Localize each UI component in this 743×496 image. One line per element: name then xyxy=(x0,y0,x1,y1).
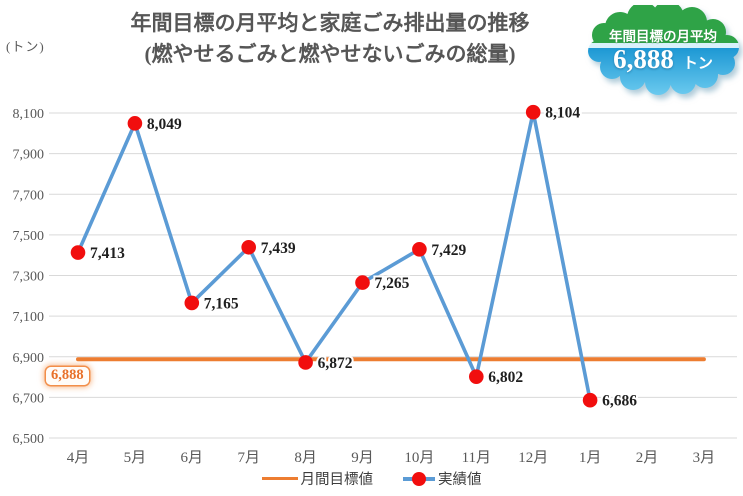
x-axis-month-label: 2月 xyxy=(636,450,659,466)
data-point-label: 7,265 xyxy=(375,275,410,292)
y-axis-tick-label: 7,300 xyxy=(13,270,45,285)
y-axis-tick-label: 7,100 xyxy=(13,310,45,325)
data-point-marker xyxy=(525,104,541,120)
data-point-marker xyxy=(70,245,86,260)
data-point-label: 8,104 xyxy=(545,105,580,122)
x-axis-month-label: 3月 xyxy=(693,450,716,466)
legend-item-actual: 実績値 xyxy=(403,468,482,489)
y-axis-tick-label: 7,900 xyxy=(13,148,45,163)
x-axis-month-label: 6月 xyxy=(181,450,204,466)
x-axis-month-label: 11月 xyxy=(462,450,491,466)
cloud-shape-icon xyxy=(588,5,739,95)
y-axis-tick-label: 7,500 xyxy=(13,229,45,244)
series-line-実績値 xyxy=(76,110,592,403)
legend-item-target: 月間目標値 xyxy=(261,468,374,489)
data-point-label: 7,165 xyxy=(204,295,239,312)
data-point-label: 8,049 xyxy=(147,116,182,133)
data-point-label: 7,439 xyxy=(261,240,296,257)
data-point-marker xyxy=(469,369,484,384)
y-axis-tick-label: 6,700 xyxy=(13,391,45,406)
x-axis-month-label: 9月 xyxy=(351,450,374,466)
data-point-marker xyxy=(241,239,256,255)
data-point-marker xyxy=(412,241,427,257)
badge-value-row: 6,888 トン xyxy=(586,44,740,75)
data-point-marker xyxy=(582,392,598,408)
chart-title-line1: 年間目標の月平均と家庭ごみ排出量の推移 xyxy=(130,11,530,35)
y-axis-tick-label: 7,700 xyxy=(13,188,45,203)
x-axis-month-label: 7月 xyxy=(237,450,260,466)
orange-line-swatch-icon xyxy=(261,476,298,481)
data-point-marker xyxy=(298,355,313,370)
data-point-label: 6,802 xyxy=(488,369,523,386)
annual-target-badge: 年間目標の月平均 6,888 トン xyxy=(586,5,740,95)
data-point-label: 7,429 xyxy=(431,242,466,259)
data-point-label: 7,413 xyxy=(90,245,125,262)
legend-target-label: 月間目標値 xyxy=(300,472,374,488)
x-axis-month-label: 10月 xyxy=(404,450,434,466)
x-axis-month-label: 8月 xyxy=(294,450,317,466)
y-axis-tick-label: 8,100 xyxy=(13,107,45,122)
chart-title-line2: (燃やせるごみと燃やせないごみの総量) xyxy=(144,42,516,66)
y-axis-tick-label: 6,900 xyxy=(13,351,45,366)
badge-value: 6,888 xyxy=(613,44,674,74)
legend-actual-label: 実績値 xyxy=(438,472,482,488)
badge-unit: トン xyxy=(682,56,713,72)
data-point-marker xyxy=(127,116,143,131)
chart-title: 年間目標の月平均と家庭ごみ排出量の推移 (燃やせるごみと燃やせないごみの総量) xyxy=(0,8,660,70)
y-axis-tick-label: 6,500 xyxy=(13,432,45,447)
y-axis-unit-label: (トン) xyxy=(6,39,45,54)
data-point-label: 6,872 xyxy=(318,355,353,372)
chart-legend: 月間目標値 実績値 xyxy=(0,468,743,489)
target-value-annotation: 6,888 xyxy=(46,367,89,385)
blue-line-red-dot-swatch-icon xyxy=(403,471,435,486)
x-axis-month-label: 12月 xyxy=(518,450,548,466)
x-axis-month-label: 1月 xyxy=(579,450,602,466)
badge-label: 年間目標の月平均 xyxy=(609,29,717,44)
data-point-marker xyxy=(184,295,200,311)
data-point-marker xyxy=(355,275,370,290)
x-axis-month-label: 4月 xyxy=(67,450,90,466)
data-point-label: 6,686 xyxy=(602,393,637,410)
x-axis-month-label: 5月 xyxy=(124,450,147,466)
